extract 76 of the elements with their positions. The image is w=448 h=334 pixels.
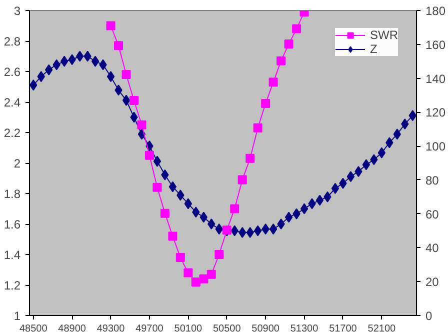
point [168,232,178,241]
point [331,182,340,194]
y2-tick-label: 180 [426,4,446,18]
point [153,156,162,167]
x-tick-label: 49300 [96,324,126,334]
y-tick-label: 1.8 [4,187,21,201]
y2-tick-label: 60 [426,207,440,222]
point [160,208,170,218]
point [176,253,185,262]
y2-tick-label: 0 [426,309,432,323]
legend-label: SWR [370,28,398,42]
point [106,21,116,30]
point [269,224,278,235]
point [362,159,370,170]
y2-tick-label: 80 [426,173,440,188]
point [114,41,124,50]
x-tick-label: 48500 [19,324,48,334]
y-tick-label: 1 [14,309,21,323]
point [238,175,247,184]
y2-tick-label: 40 [426,241,440,256]
x-tick-label: 50500 [212,324,242,334]
point [346,171,355,182]
point [144,150,154,160]
y2-tick-label: 140 [426,72,446,86]
y2-tick-label: 20 [426,275,440,290]
point [277,218,285,230]
point [199,274,208,284]
point [208,218,216,230]
point [60,56,68,67]
point [184,268,193,278]
point [76,50,84,62]
point [254,225,262,236]
point [268,78,278,87]
y2-tick-label: 100 [426,140,446,154]
point [206,270,216,279]
point [137,120,146,130]
point [214,250,224,259]
point [152,182,162,192]
point [292,24,302,34]
legend-label: Z [370,42,378,56]
x-tick-label: 50100 [174,324,203,334]
y-tick-label: 2 [14,156,21,170]
point [184,198,192,210]
point [122,70,131,80]
x-tick-label: 51300 [290,324,319,334]
point [300,203,308,214]
y-tick-label: 2.8 [4,34,21,48]
point [378,147,386,158]
point [106,71,115,82]
point [91,56,100,67]
point [261,99,270,108]
y-tick-label: 2.2 [4,126,21,140]
x-tick-label: 48900 [58,324,86,334]
point [122,94,130,106]
point [191,277,200,286]
y2-tick-label: 120 [426,106,446,120]
y-tick-label: 3 [14,4,21,18]
y-tick-label: 1.4 [4,248,21,262]
y-tick-label: 2.6 [4,65,21,79]
point [284,40,294,49]
y-tick-label: 2.4 [4,96,21,110]
x-tick-label: 50900 [252,324,280,334]
point [230,204,240,214]
point [284,212,293,223]
y-tick-label: 1.6 [4,218,21,232]
point [246,154,255,163]
y-tick-label: 1.2 [4,278,21,292]
point [316,194,324,206]
point [129,96,138,105]
point [276,56,286,66]
point [253,123,262,132]
y2-tick-label: 160 [426,38,446,52]
x-tick-label: 49700 [136,324,164,334]
point [168,181,177,192]
x-tick-label: 51700 [329,324,358,334]
x-tick-label: 52100 [368,324,396,334]
